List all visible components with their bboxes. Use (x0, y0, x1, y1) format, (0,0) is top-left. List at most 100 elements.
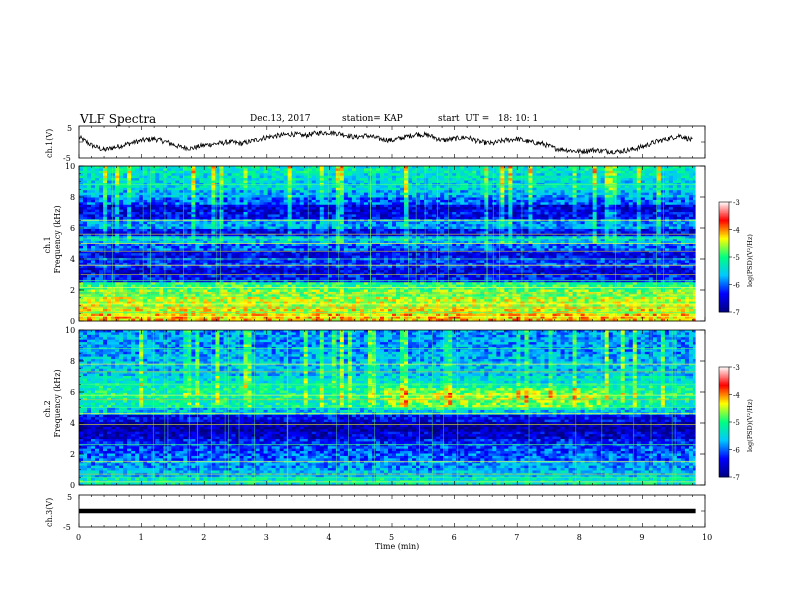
spectrogram-cell (135, 219, 139, 222)
spectrogram-cell (87, 173, 91, 176)
spectrogram-cell (681, 190, 685, 193)
spectrogram-cell (280, 176, 284, 179)
spectrogram-cell (440, 193, 444, 196)
spectrogram-cell (107, 178, 111, 181)
spectrogram-cell (223, 205, 227, 208)
spectrogram-cell (356, 200, 360, 203)
spectrogram-cell (637, 193, 641, 196)
spectrogram-cell (364, 214, 368, 217)
spectrogram-cell (464, 173, 468, 176)
spectrogram-cell (508, 188, 512, 191)
spectrogram-cell (388, 193, 392, 196)
spectrogram-cell (504, 188, 508, 191)
spectrogram-cell (304, 190, 308, 193)
spectrogram-cell (284, 176, 288, 179)
spectrogram-cell (151, 197, 155, 200)
spectrogram-cell (219, 176, 223, 179)
spectrogram-cell (292, 181, 296, 184)
spectrogram-cell (528, 181, 532, 184)
spectrogram-cell (215, 185, 219, 188)
spectrogram-cell (191, 166, 195, 169)
spectrogram-cell (143, 168, 147, 171)
spectrogram-cell (649, 181, 653, 184)
spectrogram-cell (597, 212, 601, 215)
spectrogram-cell (320, 210, 324, 213)
spectrogram-cell (536, 185, 540, 188)
spectrogram-cell (135, 173, 139, 176)
spectrogram-cell (456, 214, 460, 217)
spectrogram-cell (601, 205, 605, 208)
spectrogram-cell (191, 176, 195, 179)
spectrogram-cell (131, 207, 135, 210)
spectrogram-cell (504, 207, 508, 210)
spectrogram-cell (561, 212, 565, 215)
spectrogram-cell (183, 195, 187, 198)
spectrogram-cell (356, 207, 360, 210)
spectrogram-cell (352, 173, 356, 176)
spectrogram-cell (159, 212, 163, 215)
spectrogram-cell (376, 181, 380, 184)
spectrogram-cell (629, 190, 633, 193)
spectrogram-cell (597, 193, 601, 196)
spectrogram-cell (155, 222, 159, 225)
spectrogram-cell (685, 178, 689, 181)
spectrogram-cell (633, 173, 637, 176)
spectrogram-cell (119, 197, 123, 200)
spectrogram-cell (452, 212, 456, 215)
spectrogram-cell (91, 193, 95, 196)
spectrogram-cell (641, 190, 645, 193)
spectrogram-cell (625, 173, 629, 176)
spectrogram-cell (236, 205, 240, 208)
spectrogram-cell (581, 202, 585, 205)
spectrogram-cell (219, 188, 223, 191)
spectrogram-cell (292, 197, 296, 200)
spectrogram-cell (536, 217, 540, 220)
spectrogram-cell (276, 219, 280, 222)
spectrogram-cell (520, 210, 524, 213)
spectrogram-cell (300, 202, 304, 205)
spectrogram-cell (508, 173, 512, 176)
spectrogram-cell (264, 222, 268, 225)
spectrogram-cell (147, 195, 151, 198)
spectrogram-cell (272, 210, 276, 213)
spectrogram-cell (252, 205, 256, 208)
spectrogram-cell (512, 181, 516, 184)
spectrogram-cell (641, 166, 645, 169)
spectrogram-cell (528, 219, 532, 222)
spectrogram-cell (496, 217, 500, 220)
spectrogram-cell (268, 193, 272, 196)
spectrogram-cell (236, 171, 240, 174)
spectrogram-cell (460, 188, 464, 191)
spectrogram-cell (528, 202, 532, 205)
spectrogram-cell (440, 210, 444, 213)
spectrogram-cell (167, 205, 171, 208)
spectrogram-cell (657, 193, 661, 196)
spectrogram-cell (332, 171, 336, 174)
spectrogram-cell (135, 188, 139, 191)
spectrogram-cell (645, 217, 649, 220)
spectrogram-cell (685, 207, 689, 210)
spectrogram-cell (248, 190, 252, 193)
spectrogram-cell (500, 176, 504, 179)
spectrogram-cell (127, 188, 131, 191)
waveform-ylabel: ch.1(V) (45, 129, 54, 158)
spectrogram-cell (613, 222, 617, 225)
spectrogram-cell (268, 197, 272, 200)
spectrogram-cell (320, 217, 324, 220)
spectrogram-cell (115, 166, 119, 169)
spectrogram-cell (589, 178, 593, 181)
spectrogram-cell (119, 202, 123, 205)
spectrogram-cell (187, 217, 191, 220)
spectrogram-cell (151, 193, 155, 196)
spectrogram-cell (444, 214, 448, 217)
spectrogram-cell (79, 166, 83, 169)
spectrogram-cell (440, 202, 444, 205)
spectrogram-cell (641, 188, 645, 191)
spectrogram-cell (240, 173, 244, 176)
spectrogram-cell (207, 168, 211, 171)
spectrogram-cell (183, 173, 187, 176)
spectrogram-cell (440, 173, 444, 176)
spectrogram-cell (119, 219, 123, 222)
spectrogram-cell (416, 171, 420, 174)
spectrogram-cell (171, 210, 175, 213)
